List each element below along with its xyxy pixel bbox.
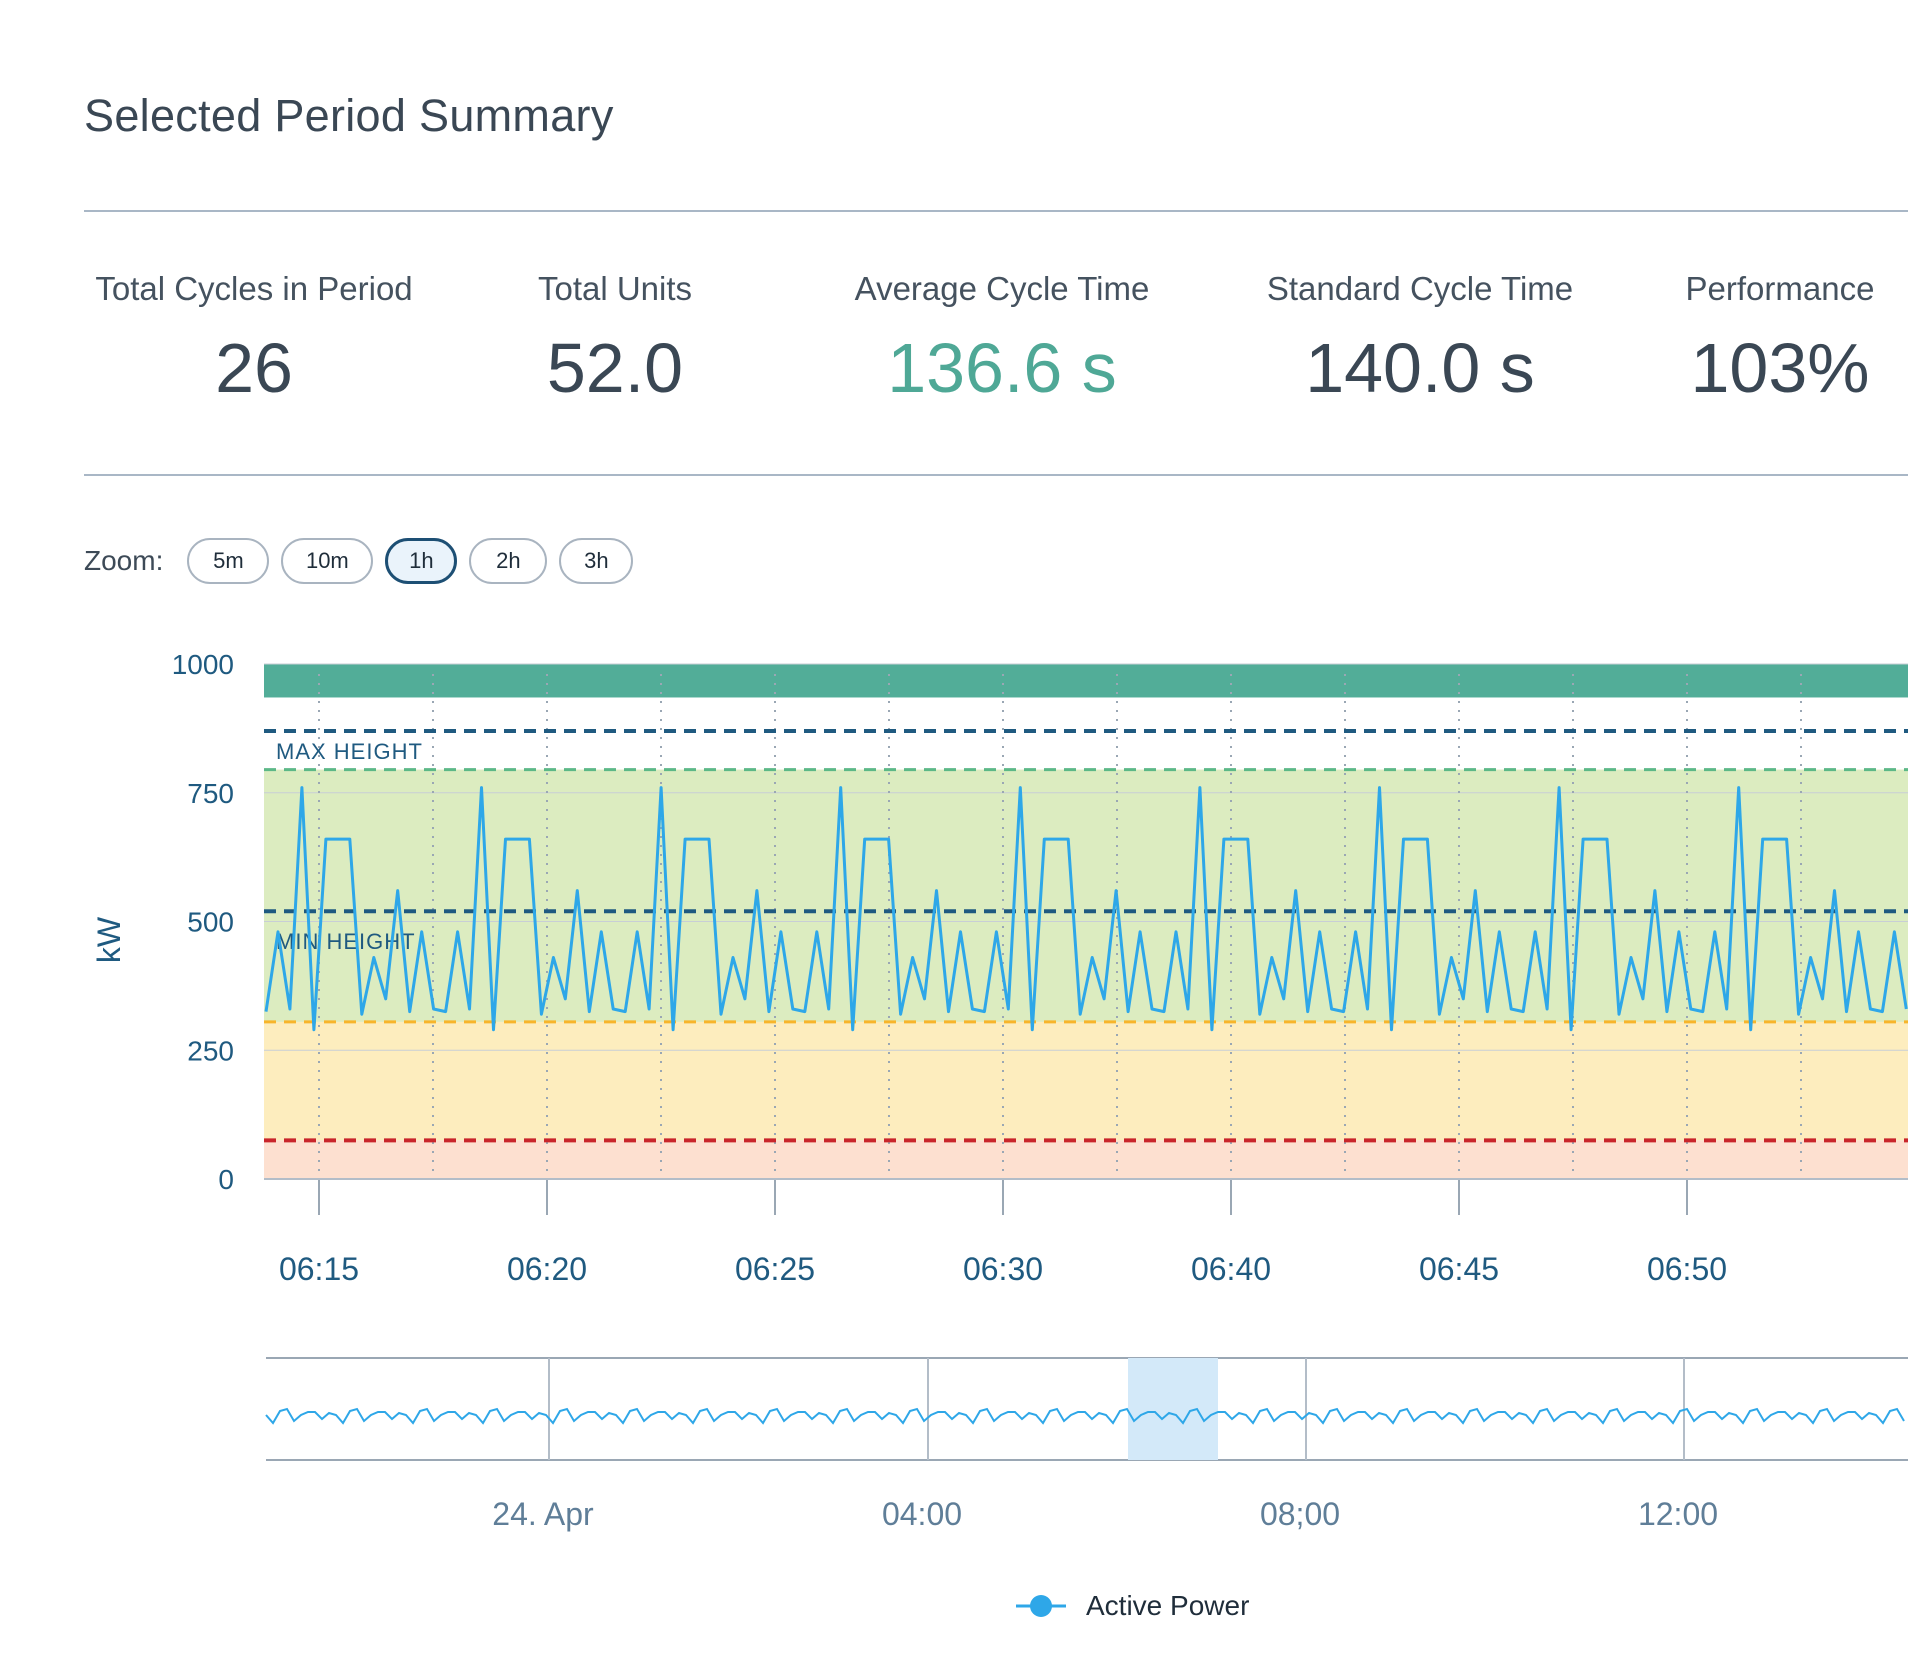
zoom-5m-button[interactable]: 5m — [187, 538, 270, 584]
metric-value: 140.0 s — [1305, 329, 1535, 407]
zoom-label: Zoom: — [84, 545, 164, 576]
legend-label: Active Power — [1086, 1590, 1250, 1621]
y-axis-title: kW — [91, 916, 127, 963]
min-height-annotation: MIN HEIGHT — [276, 929, 416, 954]
red-zone — [264, 1140, 1908, 1179]
navigator-tick-label: 04:00 — [882, 1496, 962, 1532]
y-tick-label: 0 — [218, 1164, 234, 1195]
metric-value: 26 — [215, 329, 293, 407]
metric-label: Standard Cycle Time — [1266, 270, 1574, 307]
navigator-series — [265, 1407, 1905, 1425]
zoom-2h-button[interactable]: 2h — [469, 538, 548, 584]
x-tick-label: 06:30 — [963, 1251, 1043, 1287]
metric-total-units: Total Units 52.0 — [440, 270, 790, 408]
metric-label: Total Units — [537, 270, 693, 307]
zoom-controls: Zoom: 5m 10m 1h 2h 3h — [84, 536, 645, 586]
navigator-tick-label: 12:00 — [1638, 1496, 1718, 1532]
navigator-selection — [1128, 1358, 1218, 1460]
metric-value: 136.6 s — [887, 329, 1117, 407]
page-title: Selected Period Summary — [84, 90, 614, 141]
zoom-10m-button[interactable]: 10m — [281, 538, 374, 584]
metric-label: Average Cycle Time — [854, 270, 1150, 307]
metric-label: Total Cycles in Period — [95, 270, 413, 307]
metric-label: Performance — [1685, 270, 1875, 307]
amber-zone — [264, 1021, 1908, 1141]
x-tick-label: 06:45 — [1419, 1251, 1499, 1287]
metric-performance: Performance 103% — [1600, 270, 1908, 408]
x-tick-label: 06:15 — [279, 1251, 359, 1287]
top-divider — [84, 210, 1908, 212]
navigator-tick-label: 24. Apr — [492, 1496, 594, 1532]
y-tick-label: 250 — [187, 1035, 234, 1066]
y-tick-label: 500 — [187, 907, 234, 938]
zoom-1h-button[interactable]: 1h — [385, 538, 458, 584]
y-tick-label: 1000 — [172, 649, 234, 680]
max-height-annotation: MAX HEIGHT — [276, 739, 423, 764]
metric-value: 103% — [1690, 329, 1870, 407]
metric-average-cycle-time: Average Cycle Time 136.6 s — [752, 270, 1252, 408]
zoom-3h-button[interactable]: 3h — [559, 538, 634, 584]
middle-divider — [84, 474, 1908, 476]
active-power-series — [264, 786, 1908, 1032]
metric-value: 52.0 — [546, 329, 684, 407]
y-tick-label: 750 — [187, 778, 234, 809]
navigator-tick-label: 08;00 — [1260, 1496, 1340, 1532]
legend-marker-icon — [1016, 1595, 1066, 1617]
x-tick-label: 06:50 — [1647, 1251, 1727, 1287]
top-band — [264, 664, 1908, 698]
summary-metrics: Total Cycles in Period 26 Total Units 52… — [84, 270, 1908, 430]
chart-legend[interactable]: Active Power — [1016, 1586, 1249, 1626]
x-tick-label: 06:25 — [735, 1251, 815, 1287]
metric-total-cycles: Total Cycles in Period 26 — [84, 270, 424, 408]
x-tick-label: 06:20 — [507, 1251, 587, 1287]
x-tick-label: 06:40 — [1191, 1251, 1271, 1287]
metric-standard-cycle-time: Standard Cycle Time 140.0 s — [1170, 270, 1670, 408]
